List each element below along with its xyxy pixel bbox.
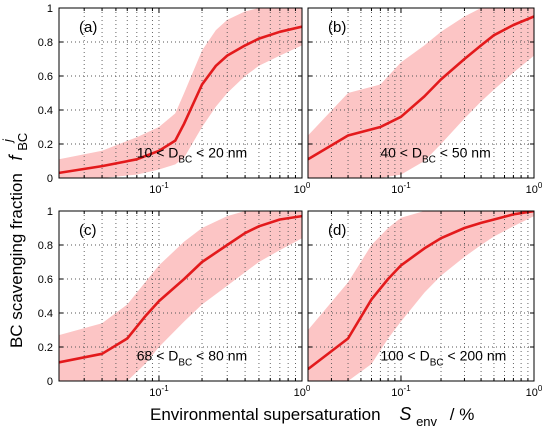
panel-label: (c) <box>79 222 97 239</box>
x-axis-title: Environmental supersaturation S env / % <box>150 404 474 430</box>
size-range-annotation: 100 < DBC < 200 nm <box>380 348 506 369</box>
panels-group: 0 0.2 0.4 0.6 0.8 1 10-1 100 (a) 10 < DBC < 20 nm… <box>38 3 543 399</box>
x-tick-label: 100 <box>294 181 311 196</box>
median-line <box>308 211 534 371</box>
panel-frame <box>307 7 535 179</box>
y-tick-label: 0 <box>47 376 53 388</box>
median-line <box>59 25 302 175</box>
panel-label: (b) <box>328 19 346 36</box>
panel-label: (d) <box>328 222 346 239</box>
panel-frame <box>58 7 303 179</box>
y-tick-label: 0.4 <box>38 308 53 320</box>
y-tick-label: 0.2 <box>38 342 53 354</box>
size-range-annotation: 10 < DBC < 20 nm <box>137 145 247 166</box>
y-tick-label: 1 <box>47 3 53 15</box>
uncertainty-band <box>308 8 534 178</box>
y-tick-label: 0.8 <box>38 37 53 49</box>
x-axis-title-sub: env <box>416 414 437 429</box>
grid <box>307 8 535 178</box>
size-range-annotation: 40 < DBC < 50 nm <box>380 145 490 166</box>
panel-c: 0 0.2 0.4 0.6 0.8 1 10-1 100 (c) 68 < DBC < 80 nm <box>38 206 311 399</box>
panel-d: 10-1 100 (d) 100 < DBC < 200 nm <box>307 210 543 399</box>
y-axis-title: BC scavenging fraction f BC j <box>0 128 31 348</box>
uncertainty-band <box>59 8 302 178</box>
y-axis-title-symbol: f <box>6 153 26 160</box>
panel-b: 10-1 100 (b) 40 < DBC < 50 nm <box>307 7 543 196</box>
uncertainty-band <box>59 211 302 381</box>
uncertainty-band <box>308 211 534 381</box>
x-axis-title-symbol: S <box>399 404 411 424</box>
y-axis-title-main: BC scavenging fraction <box>7 173 26 348</box>
panel-frame <box>307 210 535 382</box>
x-tick-label: 10-1 <box>391 181 411 196</box>
median-line <box>308 15 534 161</box>
x-axis-title-unit: / % <box>450 405 475 424</box>
y-axis-title-sub: BC <box>15 133 30 151</box>
x-tick-label: 100 <box>294 384 311 399</box>
grid <box>58 8 303 178</box>
x-tick-label: 100 <box>526 384 543 399</box>
x-axis-title-main: Environmental supersaturation <box>150 405 381 424</box>
x-tick-label: 10-1 <box>149 384 169 399</box>
y-tick-label: 0.6 <box>38 71 53 83</box>
y-tick-label: 0 <box>47 173 53 185</box>
y-axis-title-sup: j <box>0 138 15 144</box>
size-range-annotation: 68 < DBC < 80 nm <box>137 348 247 369</box>
x-tick-label: 100 <box>526 181 543 196</box>
y-tick-label: 0.4 <box>38 105 53 117</box>
median-line <box>59 214 302 364</box>
panel-label: (a) <box>79 19 97 36</box>
y-tick-label: 0.8 <box>38 240 53 252</box>
y-tick-label: 1 <box>47 206 53 218</box>
x-tick-label: 10-1 <box>149 181 169 196</box>
x-tick-label: 10-1 <box>391 384 411 399</box>
y-tick-label: 0.6 <box>38 274 53 286</box>
panel-frame <box>58 210 303 382</box>
panel-a: 0 0.2 0.4 0.6 0.8 1 10-1 100 (a) 10 < DBC < 20 nm <box>38 3 311 196</box>
y-tick-label: 0.2 <box>38 139 53 151</box>
